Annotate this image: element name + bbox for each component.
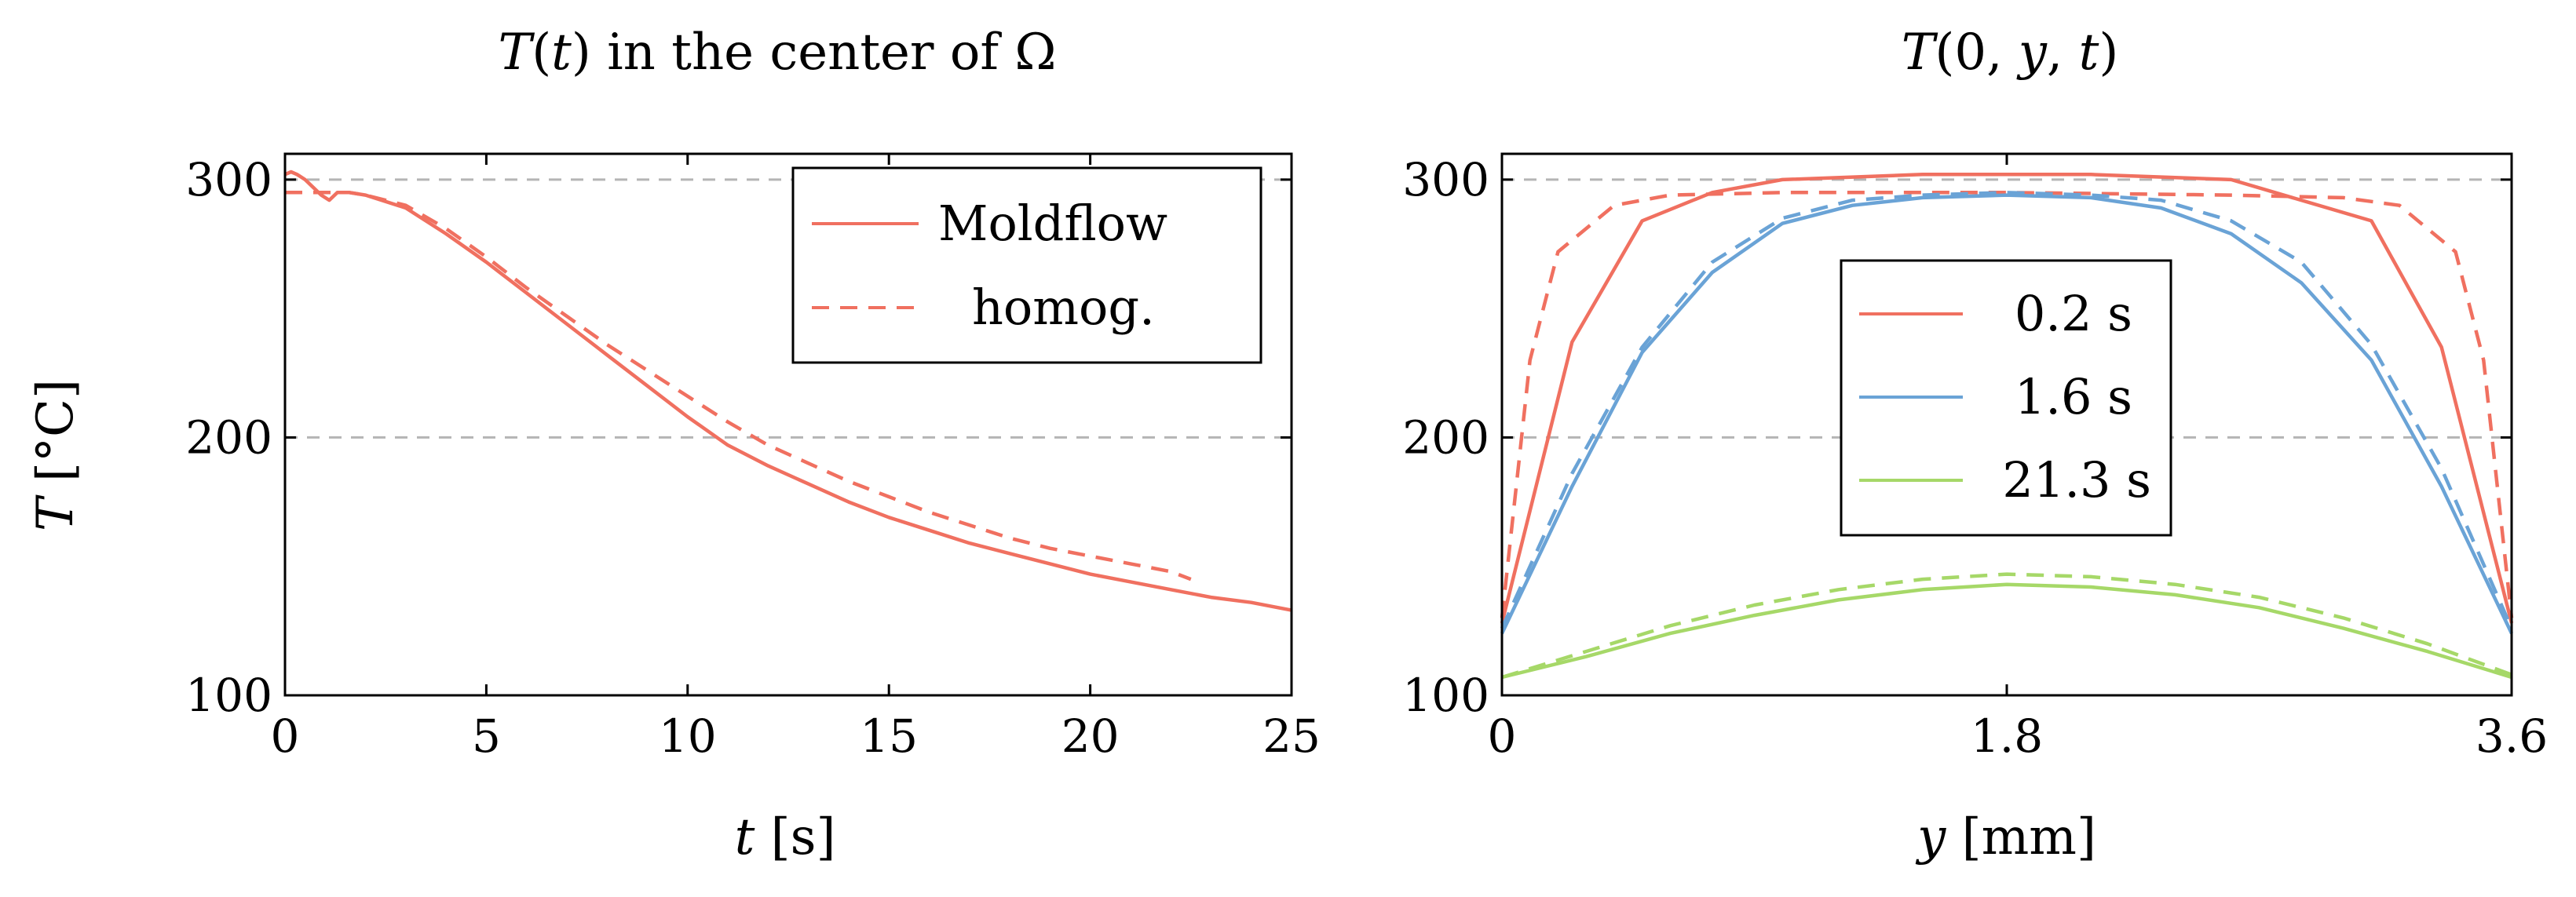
chart-left: T(t) in the center of Ω 0 5 10 15 20 25 100 200… — [27, 24, 1321, 866]
y-tick-label: 300 — [1402, 153, 1489, 206]
series-line — [1500, 191, 2514, 618]
series-line — [1501, 582, 2512, 680]
x-tick-label: 1.8 — [1971, 709, 2043, 763]
chart-left-frame — [283, 152, 1293, 697]
legend-box — [791, 166, 1262, 364]
chart-right-grid — [1502, 178, 2512, 439]
x-tick-label: 3.6 — [2476, 709, 2548, 763]
chart-right-title: T(0, y, t) — [1902, 24, 2119, 82]
y-tick-label: 100 — [185, 669, 272, 722]
chart-right-ticks: 0 1.8 3.6 100 200 300 — [1402, 153, 2548, 763]
chart-left-series — [284, 170, 1292, 612]
x-tick-label: 25 — [1262, 709, 1321, 763]
y-tick-label: 200 — [185, 410, 272, 464]
chart-left-ticks: 0 5 10 15 20 25 100 200 300 — [185, 153, 1321, 763]
x-tick-label: 10 — [659, 709, 717, 763]
legend-label-0-2s: 0.2 s — [2015, 285, 2132, 342]
series-line — [1500, 193, 2514, 635]
series-line — [1500, 173, 2514, 624]
y-tick-label: 100 — [1402, 669, 1489, 722]
y-tick-label: 300 — [185, 153, 272, 206]
x-tick-label: 0 — [1488, 709, 1517, 763]
x-tick-label: 15 — [860, 709, 918, 763]
chart-right-legend: 0.2 s 1.6 s 21.3 s — [1840, 259, 2172, 537]
series-line — [284, 170, 1292, 612]
x-tick-label: 0 — [271, 709, 300, 763]
series-line — [1500, 191, 2514, 629]
chart-left-ylabel: T [°C] — [27, 379, 85, 531]
chart-left-title: T(t) in the center of Ω — [499, 24, 1057, 82]
chart-right-xlabel: y [mm] — [1915, 808, 2096, 866]
x-tick-label: 5 — [472, 709, 501, 763]
series-line — [1501, 572, 2512, 680]
y-tick-label: 200 — [1402, 410, 1489, 464]
chart-right: T(0, y, t) 0 1.8 3.6 100 200 300 y [mm] 0.2 s… — [1402, 24, 2548, 866]
legend-label-21-3s: 21.3 s — [2002, 451, 2151, 509]
series-line — [285, 191, 1192, 582]
legend-label-moldflow: Moldflow — [938, 195, 1167, 252]
chart-left-xlabel: t [s] — [735, 808, 836, 866]
x-tick-label: 20 — [1061, 709, 1120, 763]
chart-right-series — [1500, 173, 2514, 680]
legend-label-1-6s: 1.6 s — [2015, 368, 2132, 425]
chart-left-legend: Moldflow homog. — [791, 166, 1262, 364]
legend-label-homog: homog. — [972, 279, 1155, 336]
